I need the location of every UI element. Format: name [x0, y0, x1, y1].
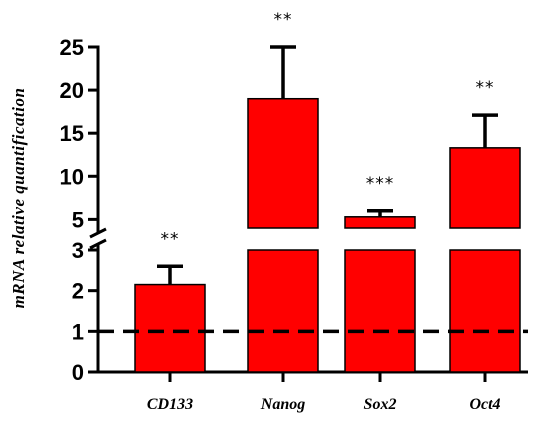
bar-lower-Nanog: [247, 249, 319, 373]
y-axis-label: mRNA relative quantification: [9, 88, 28, 309]
y-tick-label: 0: [72, 360, 84, 385]
significance-label: **: [476, 78, 495, 98]
y-tick-label: 20: [60, 78, 84, 103]
significance-label: ***: [366, 174, 395, 194]
overlay: *********: [98, 10, 528, 334]
x-tick-label: Sox2: [364, 396, 397, 413]
bars: [134, 45, 521, 373]
y-tick-label: 3: [72, 238, 84, 263]
x-tick-label: Nanog: [260, 396, 305, 413]
bar-CD133: [134, 283, 206, 373]
y-tick-label: 5: [72, 207, 84, 232]
bar-lower-Oct4: [449, 249, 521, 373]
significance-label: **: [161, 229, 180, 249]
bar-upper-Nanog: [247, 97, 319, 229]
significance-label: **: [274, 10, 293, 30]
bar-upper-Sox2: [344, 216, 416, 229]
y-tick-label: 2: [72, 279, 84, 304]
y-tick-label: 15: [60, 121, 84, 146]
x-tick-label: Oct4: [469, 396, 500, 413]
axis-break-mark: [89, 238, 107, 250]
axis-break-mark: [89, 227, 107, 239]
y-tick-label: 25: [60, 35, 84, 60]
bar-lower-Sox2: [344, 249, 416, 373]
y-tick-label: 1: [72, 319, 84, 344]
bar-upper-Oct4: [449, 147, 521, 229]
y-tick-label: 10: [60, 164, 84, 189]
x-tick-label: CD133: [147, 396, 193, 413]
